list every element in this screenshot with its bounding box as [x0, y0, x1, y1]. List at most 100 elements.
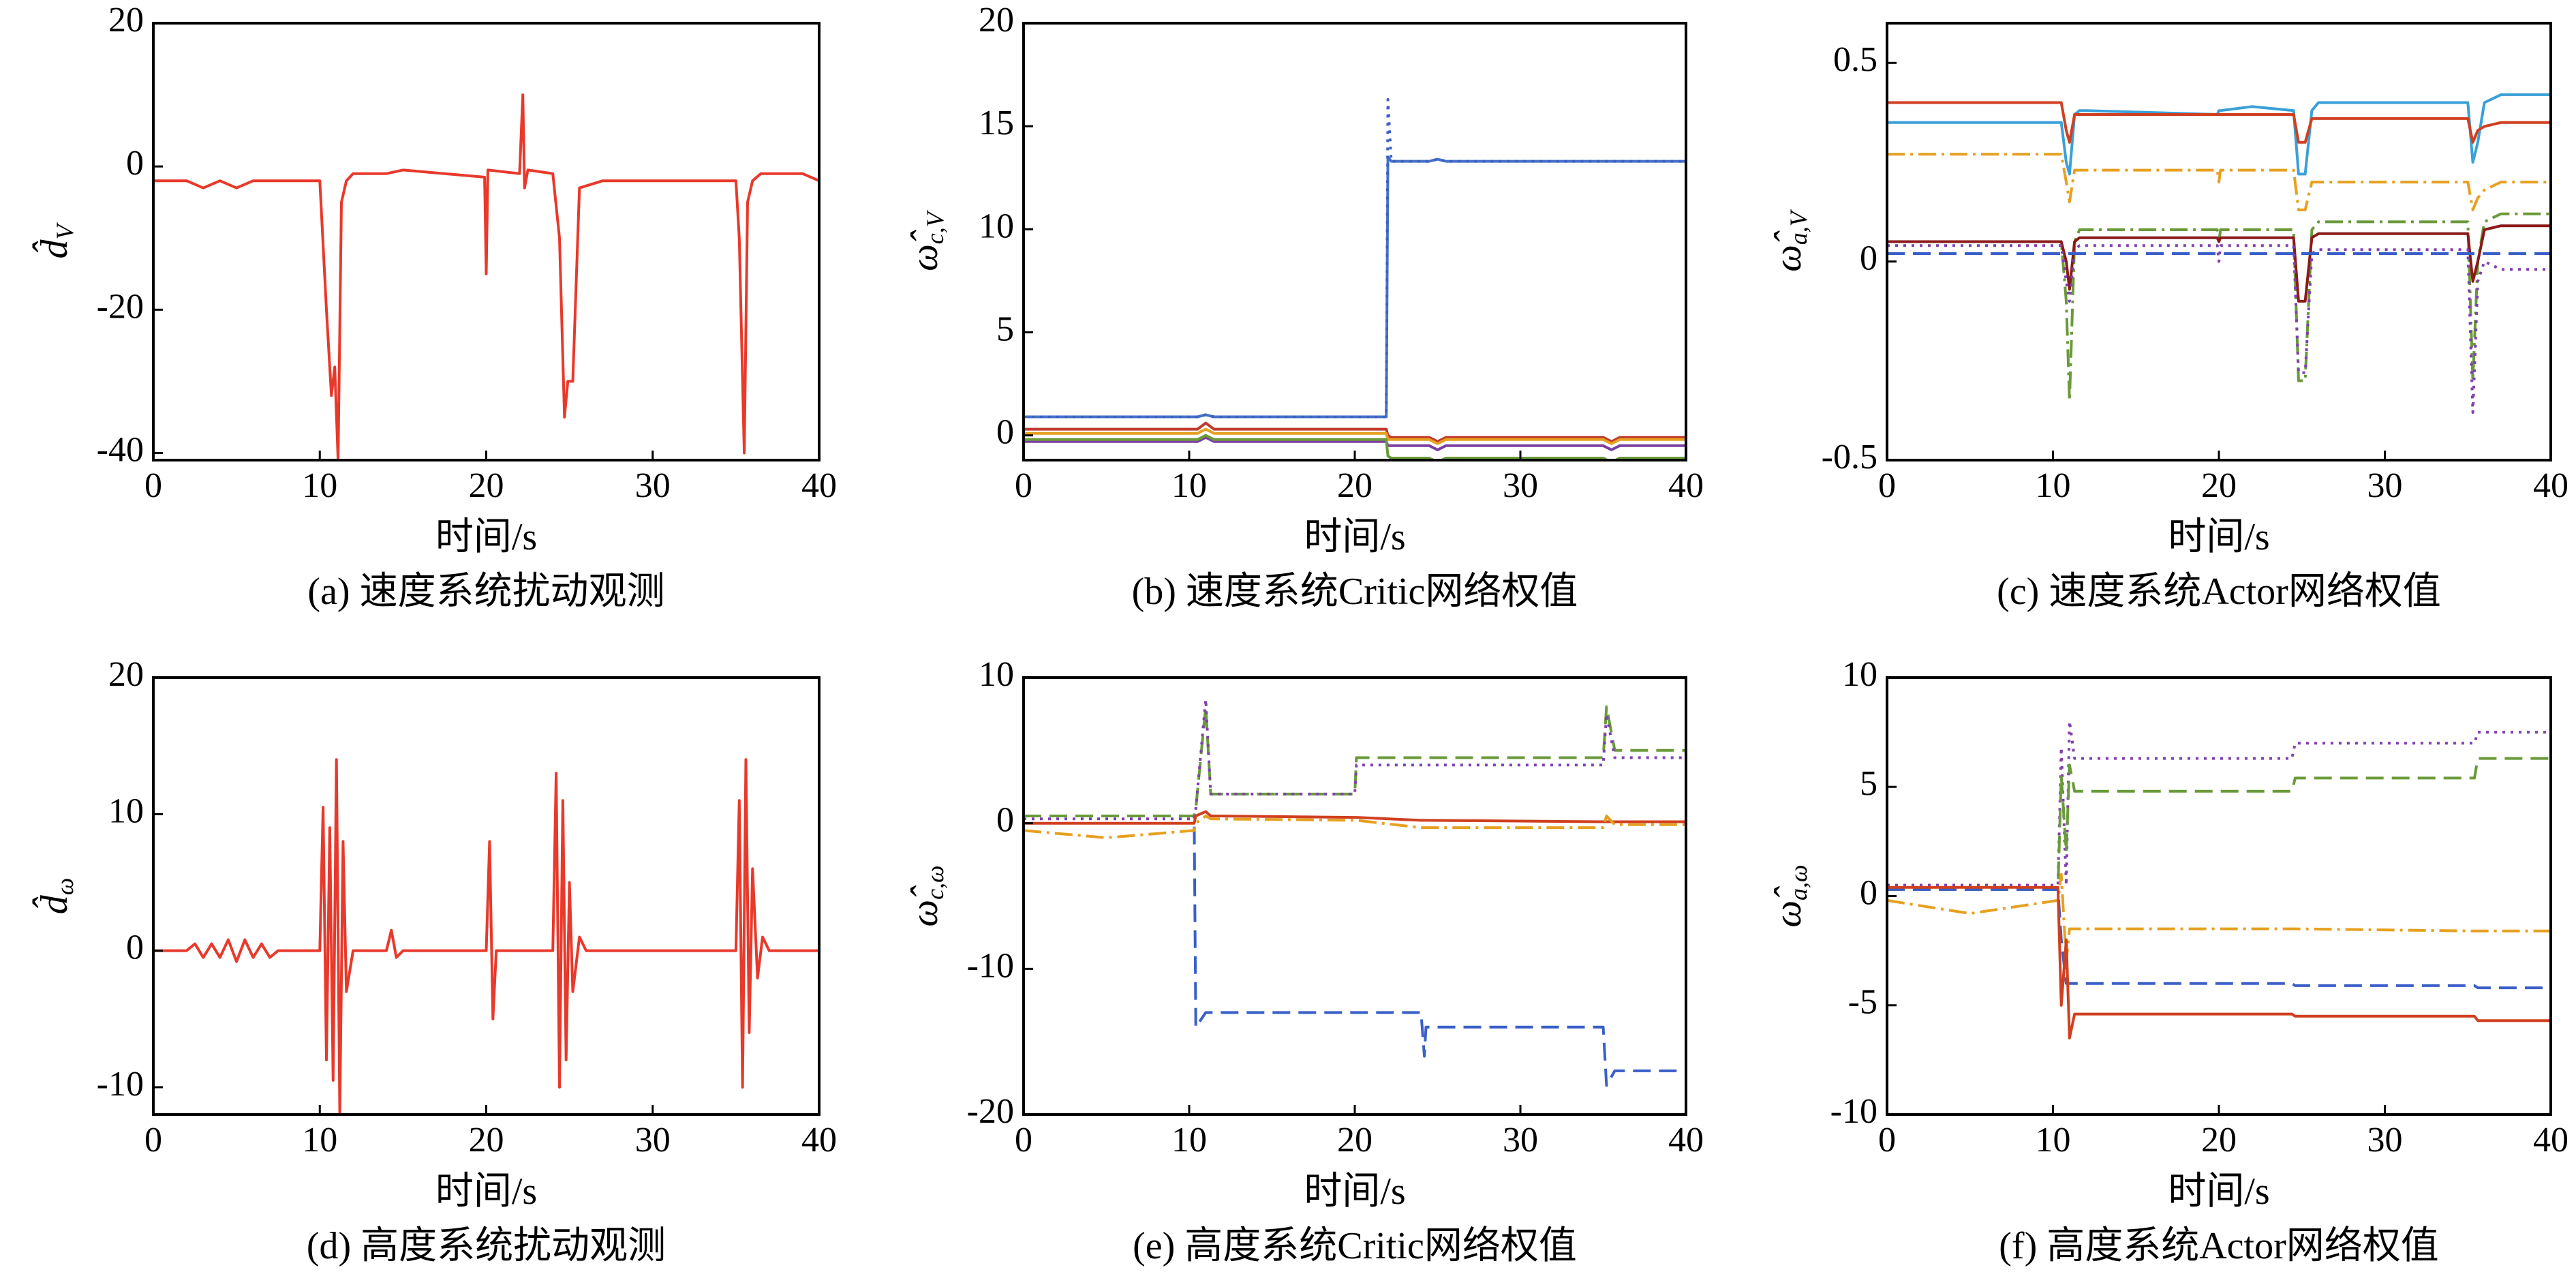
x-tick-label: 40	[801, 1121, 837, 1160]
x-tick-label: 40	[1668, 466, 1704, 505]
panel: 0 10 20 30 40 -20 -10 0 10 时间/s (e) 高度系统Critic网络权值…	[904, 655, 1704, 1267]
plot-area	[1887, 93, 2551, 414]
chart-title: (d) 高度系统扰动观测	[307, 1225, 666, 1267]
y-label-sub: a,ω	[1785, 865, 1812, 900]
y-label-sub: c,ω	[921, 866, 949, 900]
x-tick-label: 10	[2036, 1121, 2071, 1160]
y-tick-label: -10	[967, 946, 1014, 985]
chart-title: (e) 高度系统Critic网络权值	[1133, 1225, 1577, 1267]
y-label-sub: a,V	[1785, 209, 1812, 245]
data-line	[1024, 815, 1686, 839]
y-tick-label: 20	[108, 655, 144, 694]
data-line	[1887, 244, 2551, 414]
data-line	[1024, 421, 1686, 443]
y-tick-label: 15	[979, 104, 1014, 142]
chart-title: (f) 高度系统Actor网络权值	[1999, 1225, 2438, 1267]
y-tick-label: 0	[126, 144, 144, 183]
x-tick-label: 30	[635, 1121, 671, 1160]
y-tick-label: -20	[97, 287, 144, 326]
y-axis-label: ω̂c,V	[904, 209, 949, 271]
data-line	[1887, 757, 2551, 891]
data-line	[153, 93, 819, 460]
data-line	[1024, 436, 1686, 451]
axes-frame	[1022, 676, 1687, 1116]
x-axis-label: 时间/s	[1304, 1170, 1405, 1213]
y-tick-label: 5	[996, 309, 1014, 348]
y-tick-label: 0	[996, 801, 1014, 840]
x-axis-label: 时间/s	[435, 1170, 537, 1213]
y-tick-label: 10	[979, 207, 1014, 245]
x-tick-label: 40	[801, 466, 837, 505]
x-tick-label: 40	[2533, 1121, 2569, 1160]
plot-area	[153, 758, 819, 1115]
x-axis-label: 时间/s	[2168, 516, 2269, 558]
y-tick-label: 20	[108, 1, 144, 40]
y-tick-label: 10	[108, 791, 144, 830]
data-line	[1024, 155, 1686, 419]
plot-area	[153, 93, 819, 460]
y-tick-label: 0	[126, 928, 144, 967]
x-tick-label: 10	[302, 466, 337, 505]
x-tick-label: 30	[635, 466, 671, 505]
x-axis-label: 时间/s	[2168, 1170, 2269, 1213]
data-line	[1024, 810, 1686, 825]
y-tick-label: -40	[97, 430, 144, 469]
data-line	[1887, 888, 2551, 990]
y-tick-label: 10	[979, 655, 1014, 694]
y-label-main: d̂	[31, 239, 75, 259]
x-tick-label: 10	[1171, 466, 1207, 505]
data-line	[1024, 705, 1686, 817]
x-tick-label: 0	[144, 1121, 162, 1160]
x-tick-label: 10	[2036, 466, 2071, 505]
panel: 0 10 20 30 40 -10 -5 0 5 10 时间/s (f) 高度系统Actor网络权值 ω…	[1767, 655, 2569, 1267]
y-axis-label: ω̂a,ω	[1767, 865, 1812, 928]
y-label-sub: ω	[51, 878, 78, 895]
axes-frame	[1886, 676, 2552, 1116]
data-line	[1887, 153, 2551, 211]
x-tick-label: 10	[1171, 1121, 1207, 1160]
x-tick-label: 0	[1878, 1121, 1896, 1160]
x-axis-label: 时间/s	[1304, 516, 1405, 558]
x-tick-label: 30	[2367, 1121, 2403, 1160]
x-tick-label: 30	[1503, 466, 1538, 505]
y-tick-label: -5	[1848, 983, 1877, 1022]
panel: 0 10 20 30 40 -40 -20 0 20 时间/s (a) 速度系统扰动观测 d̂V	[31, 1, 837, 613]
y-tick-label: 0	[1860, 873, 1877, 912]
y-tick-label: 0	[996, 413, 1014, 452]
x-tick-label: 20	[2201, 466, 2237, 505]
y-tick-label: -10	[1830, 1092, 1877, 1131]
panel: 0 10 20 30 40 0 5 10 15 20 时间/s (b) 速度系统Critic网络权值 ω…	[904, 1, 1704, 613]
x-tick-label: 40	[1668, 1121, 1704, 1160]
data-line	[1024, 427, 1686, 445]
data-line	[1024, 97, 1686, 419]
x-tick-label: 20	[469, 1121, 504, 1160]
data-line	[1887, 720, 2551, 887]
x-tick-label: 10	[302, 1121, 337, 1160]
y-tick-label: 0.5	[1833, 40, 1877, 79]
plot-area	[1887, 720, 2551, 1040]
y-axis-label: d̂V	[31, 222, 78, 259]
y-tick-label: 10	[1842, 655, 1877, 694]
x-tick-label: 0	[1878, 466, 1896, 505]
data-line	[1887, 101, 2551, 144]
panel: 0 10 20 30 40-0.500.5时间/s(c) 速度系统Actor网络权值ω̂…	[1767, 22, 2569, 613]
data-line	[153, 758, 819, 1115]
data-line	[1024, 815, 1686, 1087]
x-tick-label: 30	[1503, 1121, 1538, 1160]
y-axis-label: d̂ω	[31, 878, 78, 914]
y-tick-label: -20	[967, 1092, 1014, 1131]
y-tick-label: -10	[97, 1065, 144, 1104]
plot-area	[1024, 97, 1686, 460]
y-tick-label: 0	[1860, 239, 1877, 278]
data-line	[1887, 93, 2551, 176]
x-tick-label: 20	[1337, 1121, 1373, 1160]
data-line	[1887, 224, 2551, 303]
x-tick-label: 30	[2367, 466, 2403, 505]
chart-title: (b) 速度系统Critic网络权值	[1132, 571, 1578, 613]
plot-area	[1024, 698, 1686, 1087]
axes-frame	[1022, 22, 1687, 461]
y-tick-label: 5	[1860, 764, 1877, 803]
x-tick-label: 40	[2533, 466, 2569, 505]
